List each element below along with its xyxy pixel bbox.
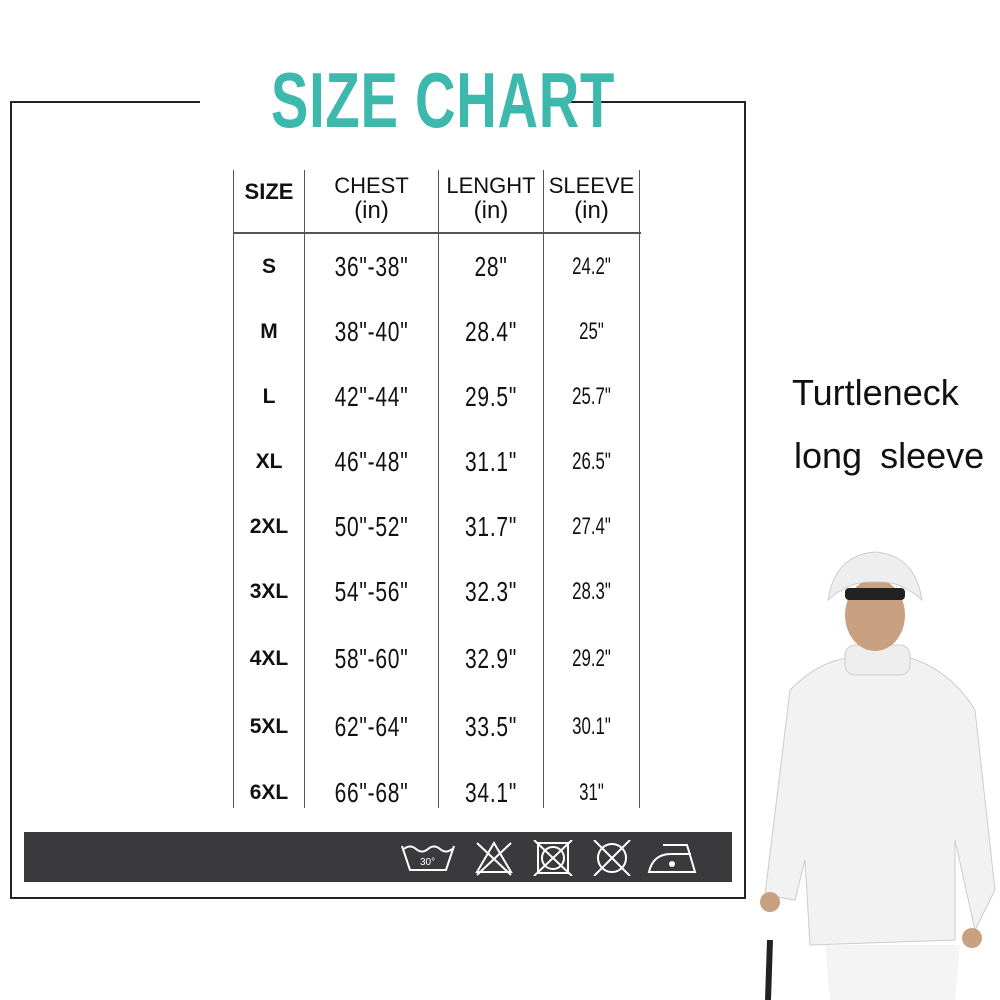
row-chest: 58"-60" (334, 643, 409, 674)
page-title-text: SIZE CHART (270, 56, 616, 144)
bucket-hat (827, 551, 923, 602)
row-size: XL (255, 450, 283, 473)
product-name-line2: long sleeve (794, 435, 985, 476)
row-size: S (261, 255, 276, 278)
wash-30-icon: 30° (401, 845, 455, 871)
row-sleeve: 31" (579, 779, 604, 806)
row-chest: 66"-68" (334, 777, 409, 808)
row-chest: 36"-38" (334, 251, 409, 282)
row-sleeve: 30.1" (572, 713, 611, 740)
row-size: 4XL (249, 647, 289, 670)
row-chest: 62"-64" (334, 711, 409, 742)
row-length: 34.1" (464, 777, 518, 808)
row-sleeve: 25.7" (572, 383, 611, 410)
row-length: 31.1" (464, 446, 518, 477)
row-sleeve: 27.4" (572, 513, 611, 540)
row-sleeve: 24.2" (572, 253, 611, 280)
header-label: SLEEVE (548, 173, 635, 198)
wash-temperature: 30° (420, 857, 435, 868)
row-size: M (260, 320, 278, 343)
row-chest: 38"-40" (334, 316, 409, 347)
model-photo (760, 551, 996, 1000)
cane (765, 939, 773, 1000)
header-label: LENGHT (446, 173, 536, 198)
header-unit: (in) (574, 197, 609, 224)
row-chest: 42"-44" (334, 381, 409, 412)
iron-low-icon (647, 844, 697, 873)
no-tumble-dry-icon (533, 840, 573, 876)
row-length: 28.4" (464, 316, 518, 347)
header-chest: CHEST (in) (305, 174, 438, 224)
header-unit: (in) (473, 197, 509, 224)
row-sleeve: 29.2" (572, 645, 611, 672)
row-size: 2XL (249, 515, 289, 538)
page-title: SIZE CHART (204, 60, 614, 140)
row-size: 6XL (249, 781, 289, 804)
row-length: 28" (474, 251, 508, 282)
header-label: SIZE (244, 179, 294, 204)
row-sleeve: 28.3" (572, 578, 611, 605)
row-length: 31.7" (464, 511, 518, 542)
header-size: SIZE (234, 180, 304, 204)
header-length: LENGHT (in) (439, 174, 543, 224)
care-instructions-bar: 30° (24, 832, 732, 882)
row-size: 5XL (249, 715, 289, 738)
row-size: L (262, 385, 276, 408)
turtleneck-shirt (764, 657, 996, 946)
row-sleeve: 26.5" (572, 448, 611, 475)
no-bleach-icon (475, 841, 513, 876)
row-chest: 46"-48" (334, 446, 409, 477)
row-size: 3XL (249, 580, 289, 603)
row-length: 32.9" (464, 643, 518, 674)
header-unit: (in) (354, 197, 389, 224)
product-name-line1: Turtleneck (792, 372, 959, 413)
no-dry-clean-icon (593, 840, 631, 876)
row-sleeve: 25" (579, 318, 604, 345)
row-chest: 50"-52" (334, 511, 409, 542)
row-length: 33.5" (464, 711, 518, 742)
header-label: CHEST (334, 173, 409, 198)
row-length: 29.5" (464, 381, 518, 412)
row-chest: 54"-56" (334, 576, 409, 607)
header-sleeve: SLEEVE (in) (544, 174, 639, 224)
row-length: 32.3" (464, 576, 518, 607)
